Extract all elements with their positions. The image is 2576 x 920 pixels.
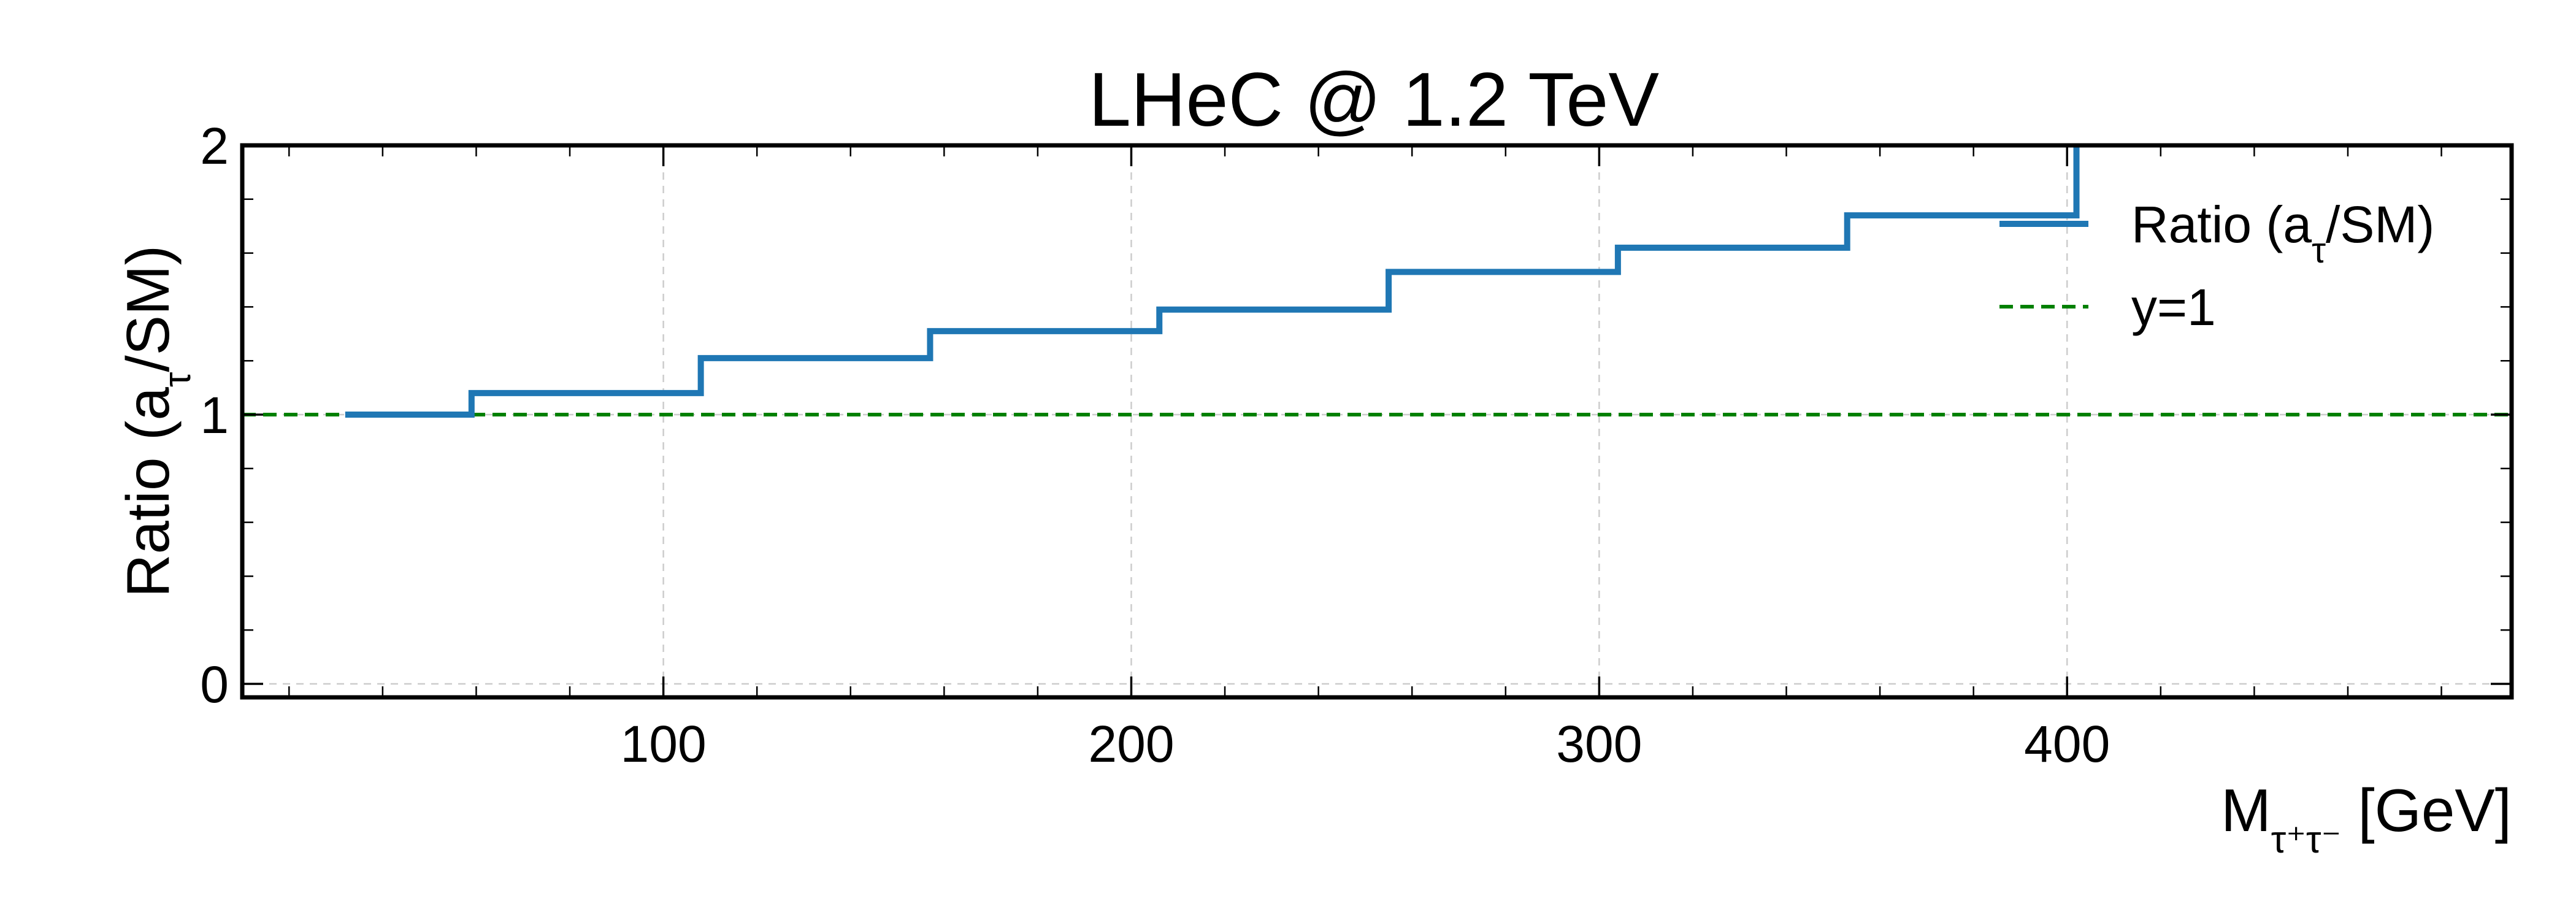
- legend: Ratio (aτ/SM) y=1: [1999, 196, 2434, 336]
- x-tick-label: 400: [2024, 715, 2110, 773]
- chart-title: LHeC @ 1.2 TeV: [1089, 58, 1659, 142]
- legend-label-ratio: Ratio (aτ/SM): [2131, 196, 2434, 270]
- ratio-step-line: [345, 145, 2080, 418]
- series-layer: [242, 145, 2512, 418]
- x-tick-label: 100: [621, 715, 707, 773]
- y-tick-label: 2: [200, 117, 229, 175]
- x-axis-label: Mτ⁺τ⁻ [GeV]: [2221, 776, 2512, 861]
- y-tick-label: 0: [200, 656, 229, 713]
- y-tick-label: 1: [200, 386, 229, 444]
- legend-label-y1: y=1: [2131, 278, 2216, 336]
- x-tick-label: 200: [1088, 715, 1174, 773]
- plot-frame: [240, 143, 2514, 700]
- y-axis-label: Ratio (aτ/SM): [114, 245, 199, 598]
- x-tick-label: 300: [1556, 715, 1642, 773]
- axis-ticks: 100 200 300 400 0 1 2: [200, 117, 2512, 773]
